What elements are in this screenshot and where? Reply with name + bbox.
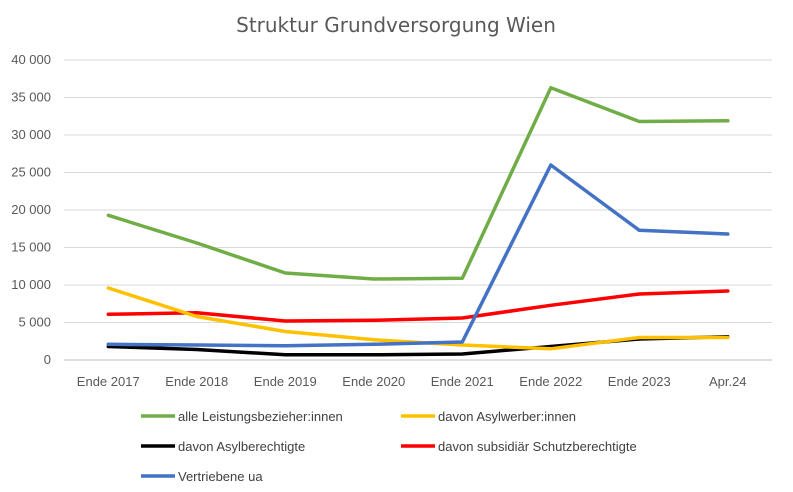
x-tick-label: Ende 2022 (519, 374, 582, 389)
legend-entry: Vertriebene ua (141, 469, 263, 484)
legend-entry: alle Leistungsbezieher:innen (141, 409, 343, 424)
x-tick-label: Ende 2017 (77, 374, 140, 389)
x-axis-tick-labels: Ende 2017 Ende 2018 Ende 2019 Ende 2020 Ende… (77, 374, 747, 389)
legend-entry: davon Asylberechtigte (141, 439, 305, 454)
y-tick-label: 20 000 (11, 202, 51, 217)
y-axis-tick-labels: 0 5 000 10 000 15 000 20 000 25 000 30 000 35 0… (11, 52, 51, 367)
legend-label: davon Asylberechtigte (178, 439, 305, 454)
x-tick-label: Ende 2023 (608, 374, 671, 389)
legend-entry: davon Asylwerber:innen (401, 409, 576, 424)
x-tick-label: Ende 2020 (342, 374, 405, 389)
series-line-1 (106, 86, 730, 281)
series-line-4 (106, 289, 730, 323)
y-tick-label: 15 000 (11, 240, 51, 255)
y-tick-label: 35 000 (11, 90, 51, 105)
y-tick-label: 5 000 (18, 315, 51, 330)
chart-title: Struktur Grundversorgung Wien (236, 13, 556, 37)
y-tick-label: 10 000 (11, 277, 51, 292)
x-tick-label: Ende 2018 (165, 374, 228, 389)
x-tick-label: Ende 2021 (431, 374, 494, 389)
legend-entry: davon subsidiär Schutzberechtigte (401, 439, 637, 454)
x-tick-label: Ende 2019 (254, 374, 317, 389)
legend-label: Vertriebene ua (178, 469, 263, 484)
x-tick-label: Apr.24 (709, 374, 747, 389)
series-line-5 (106, 163, 730, 348)
legend-label: davon subsidiär Schutzberechtigte (438, 439, 637, 454)
y-tick-label: 30 000 (11, 127, 51, 142)
legend-label: alle Leistungsbezieher:innen (178, 409, 343, 424)
legend: alle Leistungsbezieher:innen davon Asylwe… (141, 409, 637, 484)
y-tick-label: 25 000 (11, 165, 51, 180)
y-tick-label: 40 000 (11, 52, 51, 67)
series-lines (106, 86, 730, 357)
y-tick-label: 0 (44, 352, 51, 367)
gridlines (64, 59, 772, 361)
legend-label: davon Asylwerber:innen (438, 409, 576, 424)
